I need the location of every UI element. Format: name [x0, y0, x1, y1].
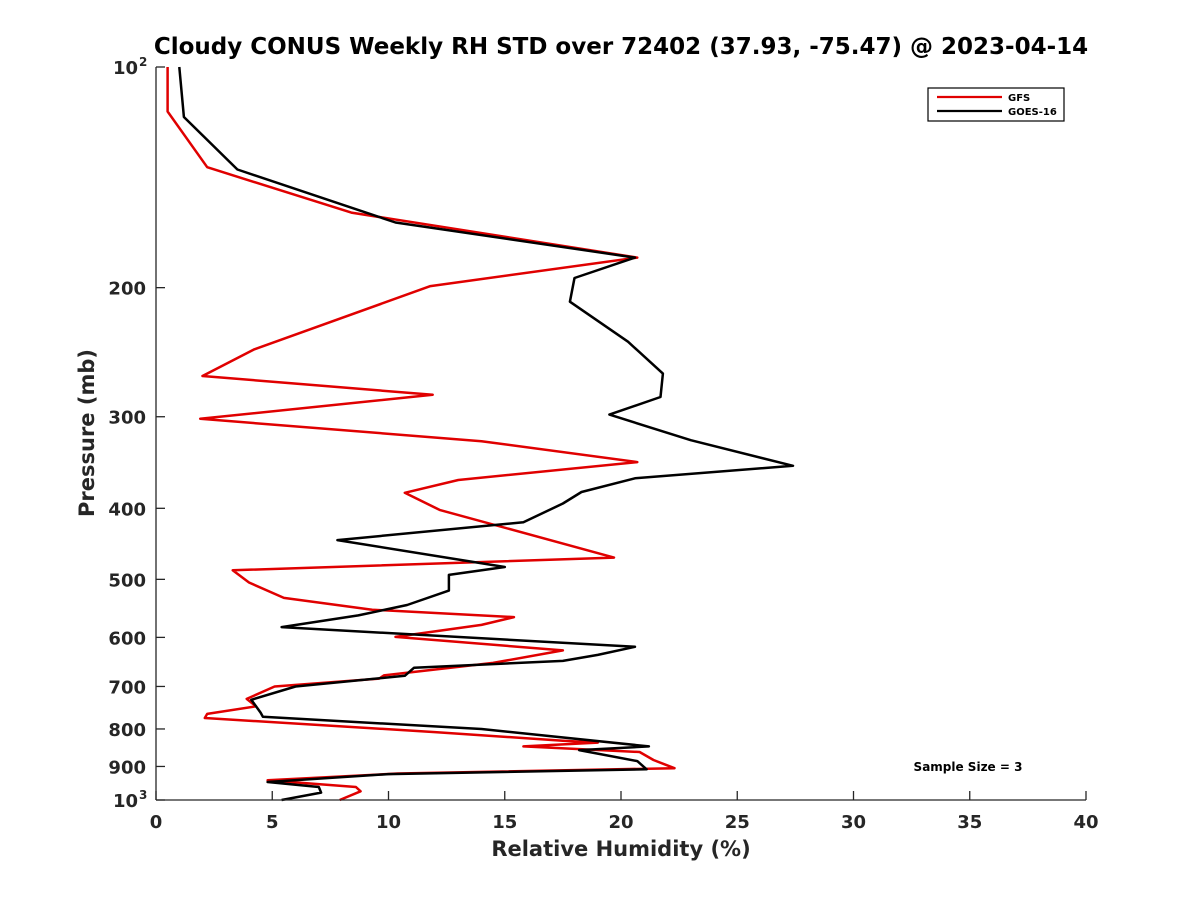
sample-size-annotation: Sample Size = 3: [914, 760, 1023, 774]
x-tick-label: 5: [266, 812, 279, 833]
y-tick-label: 10: [113, 58, 138, 79]
y-tick-label: 200: [108, 279, 146, 300]
x-tick-label: 0: [150, 812, 163, 833]
y-tick-label: 10: [113, 791, 138, 812]
x-axis-label: Relative Humidity (%): [491, 837, 750, 861]
x-tick-label: 30: [841, 812, 866, 833]
x-tick-label: 25: [725, 812, 750, 833]
y-tick-exponent: 2: [139, 55, 147, 69]
y-axis-label: Pressure (mb): [75, 349, 99, 517]
y-tick-label: 300: [108, 408, 146, 429]
x-tick-label: 35: [957, 812, 982, 833]
legend-box: [927, 87, 1065, 122]
y-tick-label: 900: [108, 757, 146, 778]
chart-title: Cloudy CONUS Weekly RH STD over 72402 (3…: [154, 34, 1088, 60]
legend: GFS GOES-16: [927, 87, 1065, 122]
plot-area: [156, 67, 1086, 800]
x-ticks: 0 5 10 15 20 25 30 35 40: [150, 791, 1099, 833]
x-tick-label: 40: [1073, 812, 1098, 833]
y-tick-exponent: 3: [139, 788, 147, 802]
y-tick-label: 800: [108, 720, 146, 741]
y-tick-label: 400: [108, 499, 146, 520]
y-tick-label: 600: [108, 628, 146, 649]
series-line-gfs: [166, 67, 676, 802]
legend-label-gfs: GFS: [1008, 93, 1030, 104]
series-layer: [166, 66, 795, 802]
x-tick-label: 20: [608, 812, 633, 833]
x-tick-label: 15: [492, 812, 517, 833]
legend-label-goes16: GOES-16: [1008, 107, 1057, 118]
series-line-goes16: [178, 66, 795, 802]
y-tick-label: 700: [108, 677, 146, 698]
y-tick-label: 500: [108, 570, 146, 591]
x-tick-label: 10: [376, 812, 401, 833]
